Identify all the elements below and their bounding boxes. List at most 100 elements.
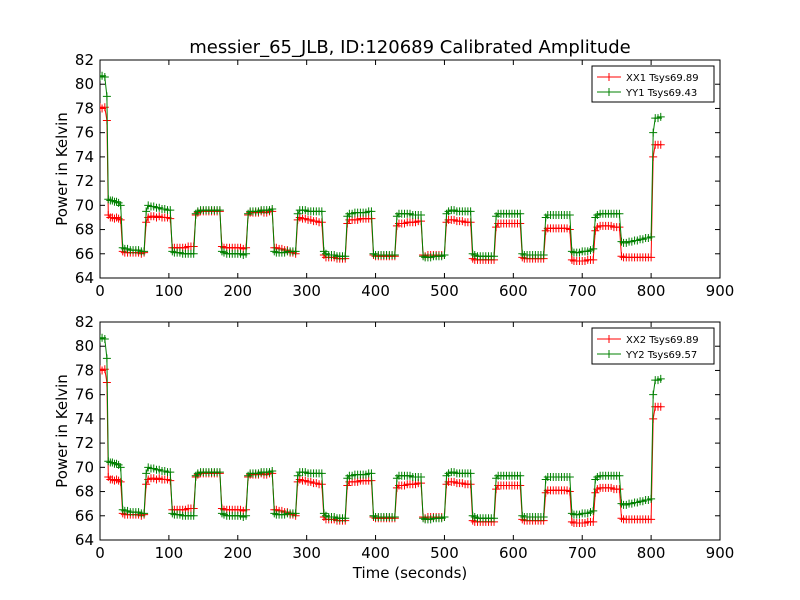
- data-point: [490, 252, 499, 261]
- data-point: [589, 506, 598, 515]
- x-tick-label: 600: [499, 544, 528, 562]
- data-point: [116, 215, 125, 224]
- y-tick-label: 80: [75, 337, 94, 355]
- data-point: [565, 473, 574, 482]
- data-point: [168, 247, 177, 256]
- legend-label: YY1 Tsys69.43: [625, 88, 697, 99]
- y-tick-label: 64: [75, 531, 94, 549]
- data-point: [419, 252, 428, 261]
- data-point: [217, 509, 226, 518]
- data-point: [539, 512, 548, 521]
- data-point: [317, 469, 326, 478]
- data-point: [656, 374, 665, 383]
- x-tick-label: 300: [292, 282, 321, 300]
- x-axis-label: Time (seconds): [352, 564, 468, 582]
- data-point: [168, 509, 177, 518]
- data-point: [369, 511, 378, 520]
- data-point: [468, 249, 477, 258]
- data-point: [293, 209, 302, 218]
- legend-swatch-marker: [605, 88, 613, 96]
- legend-label: XX1 Tsys69.89: [626, 73, 699, 84]
- data-point: [567, 255, 576, 264]
- x-tick-label: 700: [568, 282, 597, 300]
- data-point: [270, 247, 279, 256]
- data-point: [108, 458, 117, 467]
- series-2: [100, 333, 665, 524]
- y-tick-label: 76: [75, 386, 94, 404]
- x-tick-label: 300: [292, 544, 321, 562]
- data-point: [647, 494, 656, 503]
- data-point: [516, 471, 525, 480]
- data-point: [466, 469, 475, 478]
- data-point: [565, 487, 574, 496]
- bottom-subplot: 0 100 200 300 400 500 600 700 800 900 64 66 68 70 72 74…: [53, 313, 734, 562]
- data-point: [102, 354, 111, 363]
- data-point: [104, 457, 113, 466]
- data-point: [518, 511, 527, 520]
- data-point: [615, 485, 624, 494]
- data-point: [367, 469, 376, 478]
- top-subplot: 0 100 200 300 400 500 600 700 800 900 64 66 68 70 72 74…: [53, 51, 734, 300]
- data-point: [617, 514, 626, 523]
- legend-swatch-marker: [605, 73, 613, 81]
- data-point: [647, 515, 656, 524]
- legend-label: YY2 Tsys69.57: [625, 350, 697, 361]
- data-point: [417, 473, 426, 482]
- data-point: [116, 477, 125, 486]
- data-point: [100, 72, 109, 81]
- data-point: [142, 207, 151, 216]
- data-point: [589, 255, 598, 264]
- data-point: [118, 243, 127, 252]
- data-point: [116, 463, 125, 472]
- data-point: [615, 471, 624, 480]
- data-point: [440, 250, 449, 259]
- y-tick-label: 66: [75, 245, 94, 263]
- data-point: [140, 509, 149, 518]
- x-tick-label: 900: [706, 544, 735, 562]
- data-point: [468, 511, 477, 520]
- y-tick-label: 74: [75, 148, 94, 166]
- data-point: [565, 211, 574, 220]
- data-point: [112, 213, 121, 222]
- data-point: [647, 253, 656, 262]
- data-point: [567, 509, 576, 518]
- data-point: [649, 390, 658, 399]
- data-point: [102, 92, 111, 101]
- data-point: [341, 514, 350, 523]
- y-tick-label: 70: [75, 196, 94, 214]
- data-point: [417, 211, 426, 220]
- y-tick-label: 64: [75, 269, 94, 287]
- x-tick-label: 400: [361, 544, 390, 562]
- data-point: [166, 206, 175, 215]
- data-point: [656, 112, 665, 121]
- data-point: [617, 252, 626, 261]
- series-2: [100, 71, 665, 262]
- data-point: [270, 509, 279, 518]
- x-tick-label: 500: [430, 544, 459, 562]
- data-point: [242, 249, 251, 258]
- data-point: [367, 207, 376, 216]
- data-point: [390, 250, 399, 259]
- y-axis-label: Power in Kelvin: [53, 112, 71, 226]
- y-tick-label: 82: [75, 51, 94, 69]
- legend-label: XX2 Tsys69.89: [626, 335, 699, 346]
- data-point: [591, 488, 600, 497]
- x-tick-label: 100: [155, 544, 184, 562]
- data-point: [118, 505, 127, 514]
- data-point: [539, 250, 548, 259]
- data-point: [440, 512, 449, 521]
- data-point: [140, 247, 149, 256]
- data-point: [567, 517, 576, 526]
- legend-swatch-marker: [605, 335, 613, 343]
- data-point: [112, 459, 121, 468]
- y-tick-label: 82: [75, 313, 94, 331]
- legend-swatch-marker: [605, 350, 613, 358]
- legend: XX2 Tsys69.89 YY2 Tsys69.57: [591, 327, 715, 365]
- data-point: [617, 499, 626, 508]
- data-point: [589, 244, 598, 253]
- x-tick-label: 0: [95, 282, 105, 300]
- x-tick-label: 900: [706, 282, 735, 300]
- data-point: [419, 514, 428, 523]
- data-point: [567, 247, 576, 256]
